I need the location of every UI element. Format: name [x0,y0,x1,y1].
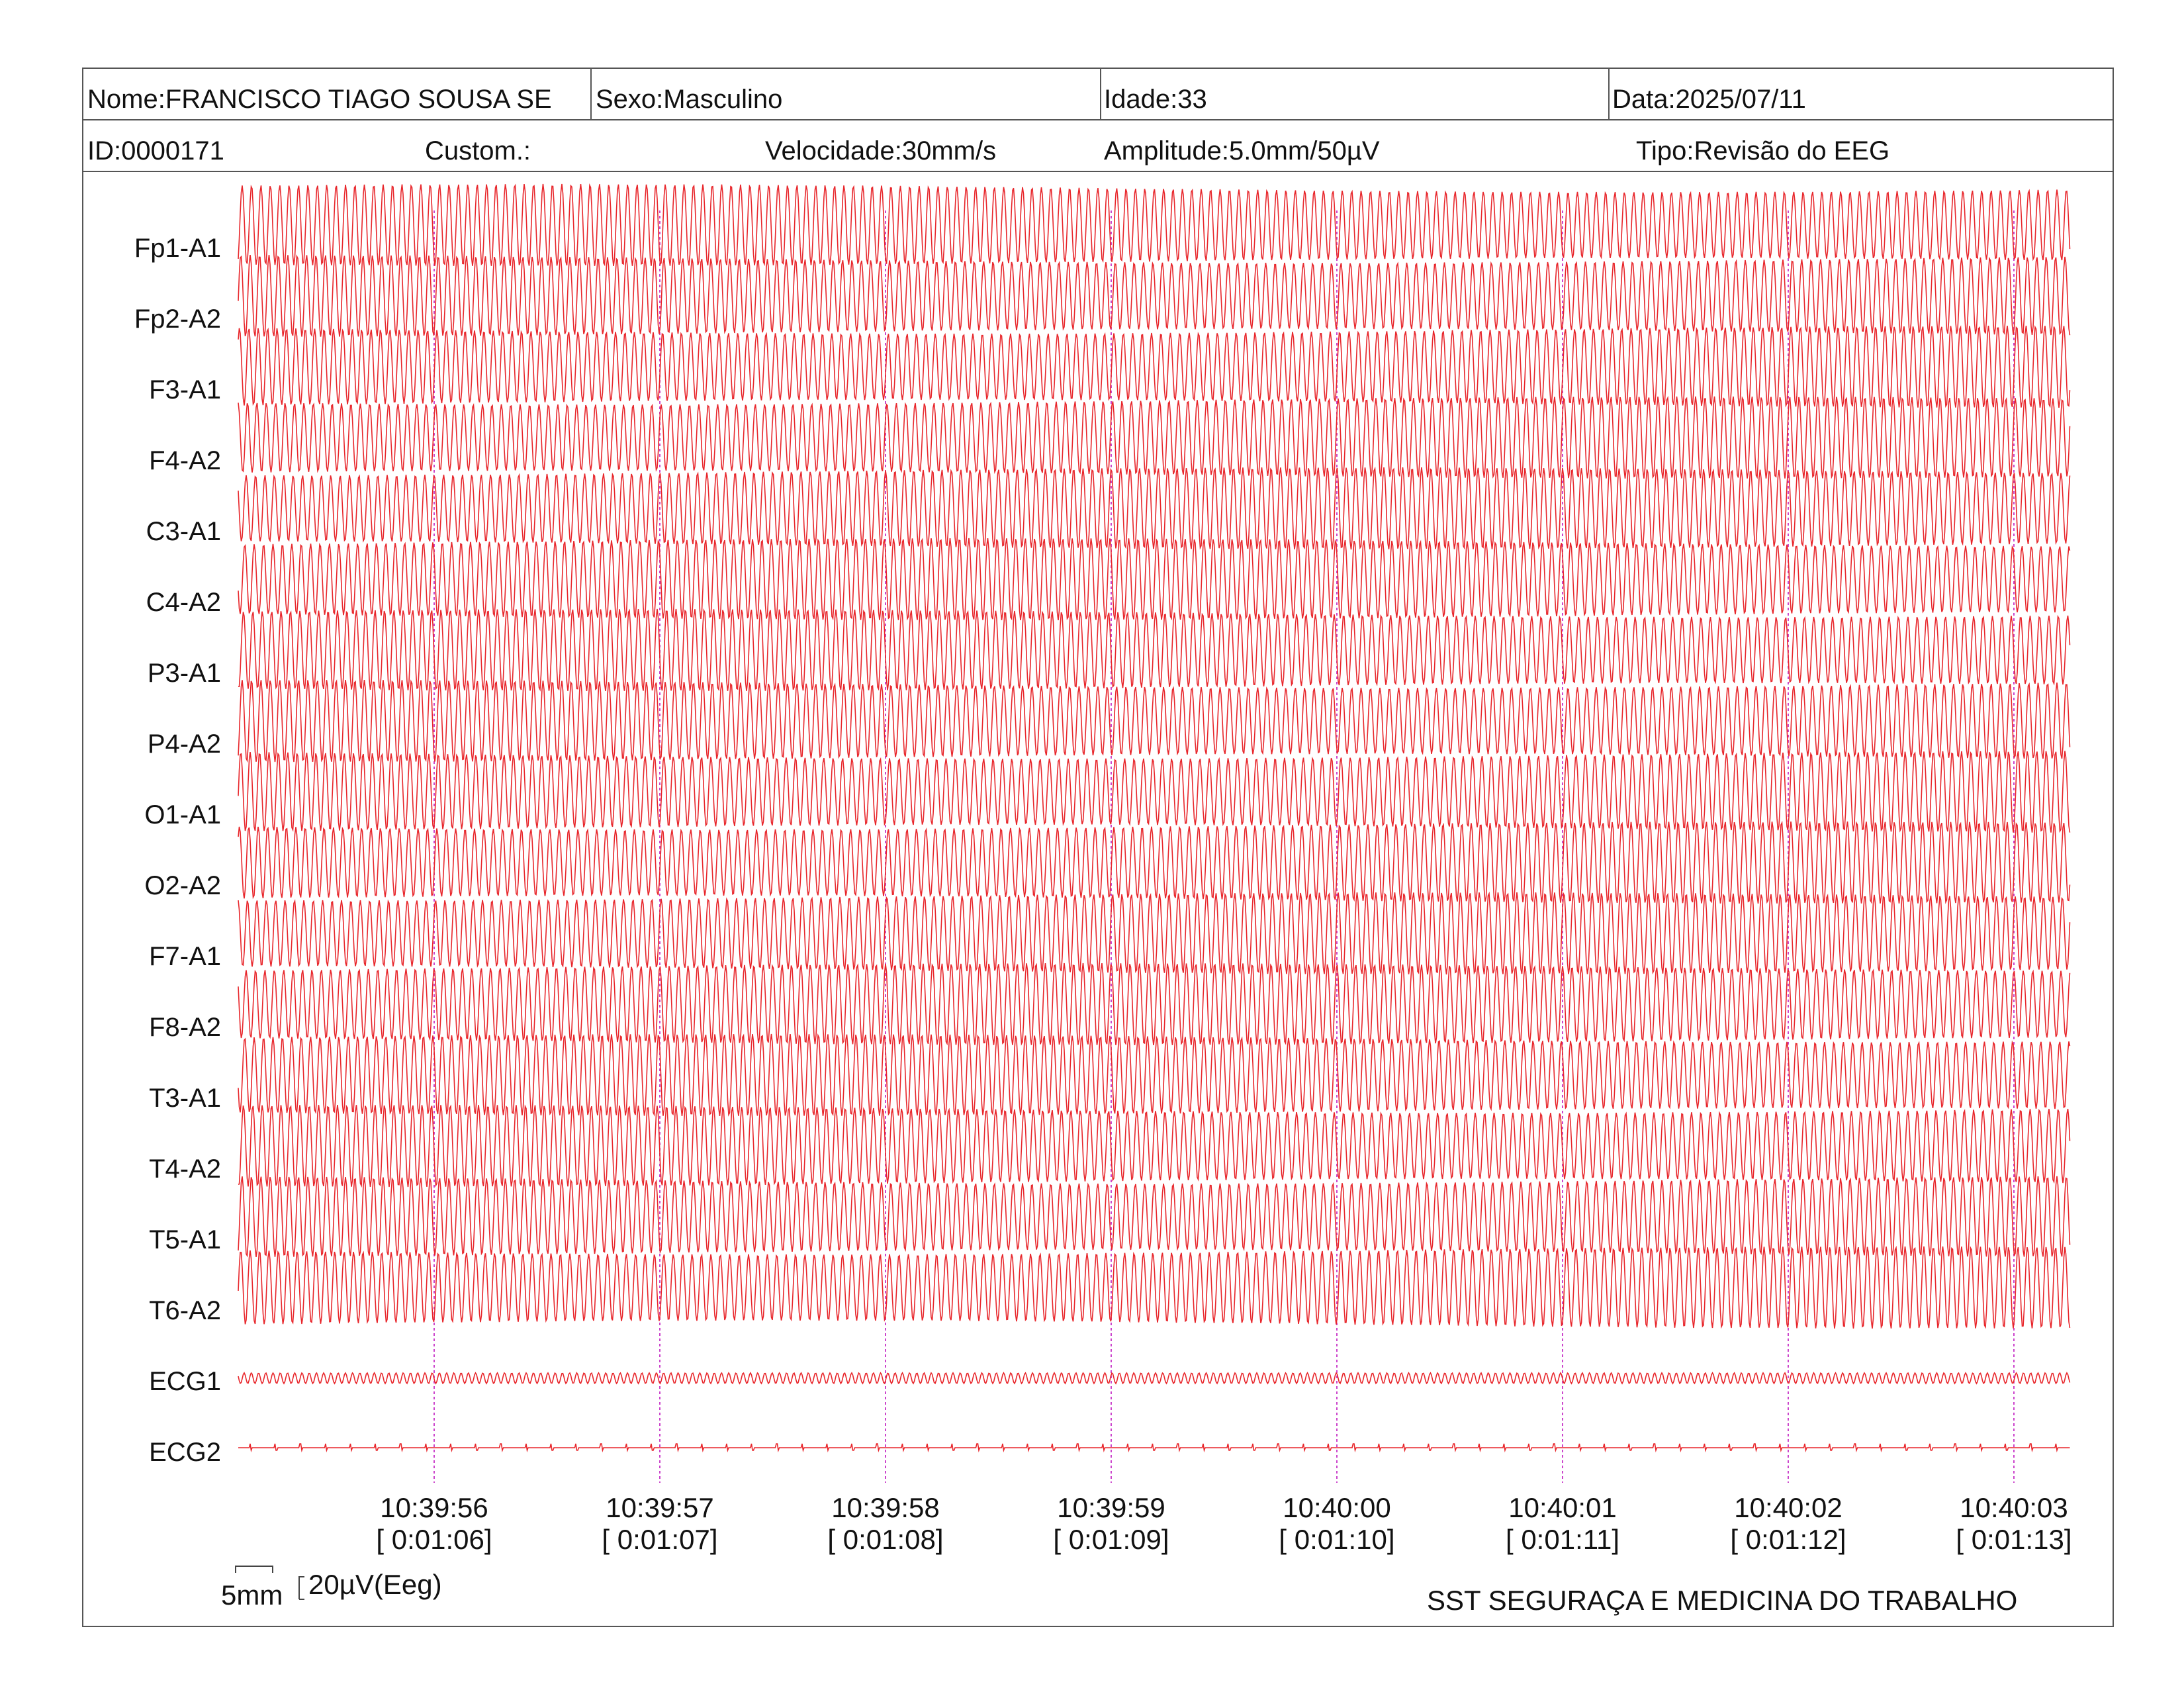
channel-label: O2-A2 [144,871,221,900]
time-clock-label: 10:39:59 [1057,1492,1165,1523]
channel-label: ECG1 [149,1367,221,1396]
channel-label: P4-A2 [148,729,221,759]
channel-label: F3-A1 [149,375,221,404]
channel-trace [238,1033,2071,1117]
channel-label: F7-A1 [149,942,221,971]
company-name: SST SEGURAÇA E MEDICINA DO TRABALHO [1427,1585,2018,1616]
time-clock-label: 10:39:57 [606,1492,714,1523]
time-clock-label: 10:40:03 [1960,1492,2068,1523]
time-elapsed-label: [ 0:01:12] [1730,1524,1846,1555]
scale-time-label: 5mm [221,1579,283,1611]
channel-label: ECG2 [149,1438,221,1467]
channel-label: T6-A2 [149,1296,221,1325]
time-clock-label: 10:40:00 [1283,1492,1391,1523]
channel-trace [238,1245,2071,1329]
time-clock-label: 10:39:56 [380,1492,488,1523]
channel-trace [238,1176,2071,1258]
channel-trace [238,751,2071,833]
amplitude-setting: Amplitude:5.0mm/50µV [1104,136,1380,165]
channel-label: F8-A2 [149,1013,221,1042]
scale-amplitude-label: 20µV(Eeg) [308,1569,442,1600]
channel-trace [238,891,2071,975]
time-clock-label: 10:39:58 [831,1492,940,1523]
channel-trace [238,254,2071,338]
channel-label: C4-A2 [146,588,221,617]
patient-name: Nome:FRANCISCO TIAGO SOUSA SE [87,85,552,114]
patient-id: ID:0000171 [87,136,224,165]
time-elapsed-label: [ 0:01:08] [827,1524,943,1555]
report-frame [82,68,2114,1627]
time-elapsed-label: [ 0:01:09] [1053,1524,1169,1555]
channel-trace [238,679,2071,763]
channel-trace [238,1104,2071,1188]
header-col-divider [1608,68,1610,120]
channel-trace [238,466,2071,550]
channel-trace [238,820,2071,904]
time-clock-label: 10:40:02 [1734,1492,1843,1523]
channel-label: T3-A1 [149,1084,221,1113]
header-col-divider [590,68,592,120]
custom-field: Custom.: [425,136,531,165]
header-divider-2 [82,171,2114,172]
channel-label: F4-A2 [149,446,221,475]
channel-trace [238,325,2071,408]
header-col-divider [1100,68,1101,120]
channel-trace [238,962,2071,1046]
time-elapsed-label: [ 0:01:13] [1956,1524,2071,1555]
channel-trace [238,395,2071,479]
header-divider-1 [82,119,2114,120]
time-elapsed-label: [ 0:01:07] [602,1524,717,1555]
channel-trace [238,183,2071,267]
channel-label: O1-A1 [144,800,221,829]
channel-label: Fp1-A1 [134,234,221,263]
exam-type: Tipo:Revisão do EEG [1636,136,1890,165]
patient-sex: Sexo:Masculino [596,85,783,114]
time-elapsed-label: [ 0:01:11] [1506,1524,1619,1555]
time-elapsed-label: [ 0:01:10] [1279,1524,1394,1555]
channel-label: C3-A1 [146,517,221,546]
channel-label: Fp2-A2 [134,305,221,334]
channel-trace [238,1443,2070,1453]
patient-age: Idade:33 [1104,85,1207,114]
channel-trace [238,608,2071,692]
time-elapsed-label: [ 0:01:06] [376,1524,492,1555]
channel-trace [238,538,2071,621]
channel-label: T5-A1 [149,1225,221,1254]
exam-date: Data:2025/07/11 [1612,85,1806,114]
channel-label: T4-A2 [149,1154,221,1184]
channel-label: P3-A1 [148,659,221,688]
channel-trace [238,1372,2071,1385]
speed-setting: Velocidade:30mm/s [765,136,997,165]
scale-bar-icon [235,1566,304,1600]
time-clock-label: 10:40:01 [1508,1492,1617,1523]
